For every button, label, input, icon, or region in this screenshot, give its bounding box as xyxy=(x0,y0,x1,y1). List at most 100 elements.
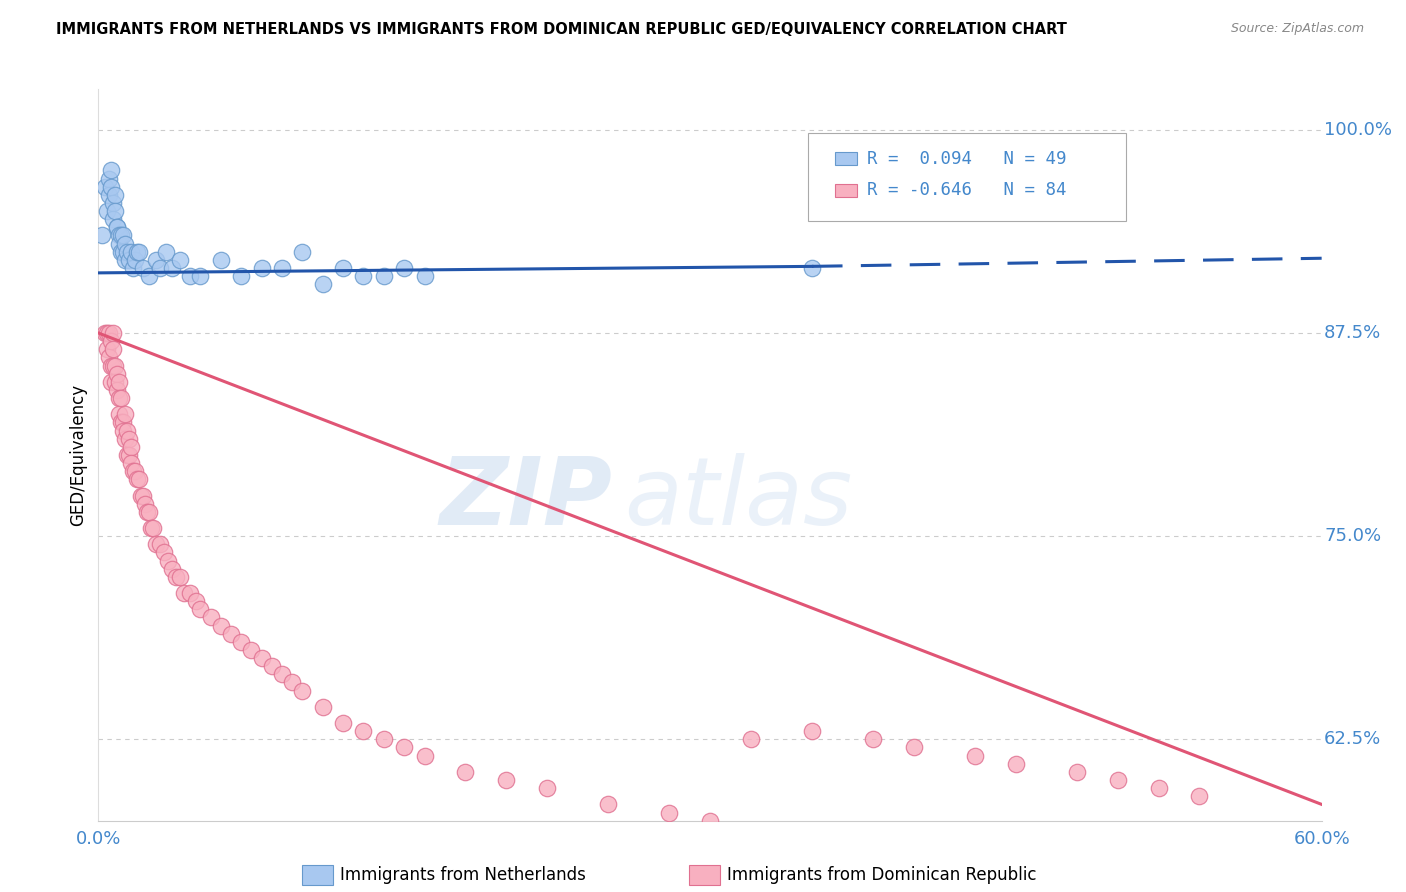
Point xyxy=(169,252,191,267)
Point xyxy=(179,269,201,284)
Point xyxy=(165,570,187,584)
Point xyxy=(118,432,141,446)
Point xyxy=(128,472,150,486)
Point xyxy=(173,586,195,600)
Point xyxy=(134,497,156,511)
Point xyxy=(186,594,208,608)
Point xyxy=(291,683,314,698)
Point xyxy=(965,748,987,763)
Point xyxy=(114,252,136,267)
Point xyxy=(111,244,134,259)
Point xyxy=(200,610,222,624)
Point xyxy=(122,260,145,275)
Point xyxy=(118,448,141,462)
Point xyxy=(100,163,122,178)
Point xyxy=(96,204,118,219)
Point xyxy=(114,407,136,421)
Point xyxy=(1004,756,1026,771)
Point xyxy=(108,236,131,251)
Point xyxy=(1188,789,1211,804)
Text: Immigrants from Netherlands: Immigrants from Netherlands xyxy=(340,866,586,884)
Point xyxy=(100,334,122,348)
Point xyxy=(110,391,132,405)
Point xyxy=(132,260,155,275)
Point xyxy=(122,464,145,478)
Text: Source: ZipAtlas.com: Source: ZipAtlas.com xyxy=(1230,22,1364,36)
Point xyxy=(658,805,681,820)
Point xyxy=(136,505,159,519)
Point xyxy=(105,367,128,381)
FancyBboxPatch shape xyxy=(835,184,856,197)
Point xyxy=(101,196,124,211)
Point xyxy=(97,326,120,340)
Text: IMMIGRANTS FROM NETHERLANDS VS IMMIGRANTS FROM DOMINICAN REPUBLIC GED/EQUIVALENC: IMMIGRANTS FROM NETHERLANDS VS IMMIGRANT… xyxy=(56,22,1067,37)
Point xyxy=(801,260,824,275)
Point xyxy=(270,260,294,275)
Point xyxy=(250,651,273,665)
Point xyxy=(141,521,163,535)
Point xyxy=(312,277,335,292)
Point xyxy=(97,187,120,202)
Point xyxy=(111,228,134,243)
Point xyxy=(240,643,263,657)
Point xyxy=(124,464,146,478)
Point xyxy=(536,781,558,796)
Point xyxy=(413,269,436,284)
Point xyxy=(96,343,118,357)
Point xyxy=(120,440,142,454)
Point xyxy=(101,343,124,357)
Point xyxy=(115,424,138,438)
Text: 62.5%: 62.5% xyxy=(1324,731,1381,748)
Point xyxy=(373,269,395,284)
Point xyxy=(105,383,128,397)
Point xyxy=(93,179,115,194)
Point xyxy=(111,424,134,438)
Point xyxy=(352,724,374,739)
Point xyxy=(93,326,115,340)
Point xyxy=(111,416,134,430)
Point xyxy=(699,814,721,828)
Point xyxy=(862,732,884,747)
Point xyxy=(740,732,762,747)
Point xyxy=(231,269,253,284)
Point xyxy=(115,244,138,259)
Point xyxy=(97,351,120,365)
Point xyxy=(105,220,128,235)
Text: atlas: atlas xyxy=(624,453,852,544)
Point xyxy=(114,236,136,251)
Point xyxy=(101,212,124,227)
Text: 75.0%: 75.0% xyxy=(1324,527,1381,545)
Point xyxy=(101,326,124,340)
Point xyxy=(97,171,120,186)
Point xyxy=(1147,781,1170,796)
Point xyxy=(332,716,354,731)
Point xyxy=(114,432,136,446)
Text: 87.5%: 87.5% xyxy=(1324,324,1381,342)
Point xyxy=(129,489,152,503)
Point xyxy=(209,252,232,267)
Point xyxy=(454,764,477,779)
Point xyxy=(138,269,160,284)
Point xyxy=(179,586,201,600)
Point xyxy=(96,326,118,340)
Point xyxy=(145,252,167,267)
Point xyxy=(352,269,374,284)
Point xyxy=(1107,772,1129,787)
Point xyxy=(291,244,314,259)
Point xyxy=(110,244,132,259)
Y-axis label: GED/Equivalency: GED/Equivalency xyxy=(69,384,87,526)
Point xyxy=(104,375,127,389)
Point xyxy=(91,228,114,243)
Point xyxy=(110,416,132,430)
Point xyxy=(598,797,620,812)
Point xyxy=(128,244,150,259)
Point xyxy=(392,740,416,755)
Point xyxy=(104,359,127,373)
Point xyxy=(260,659,283,673)
Point xyxy=(801,724,824,739)
Point xyxy=(100,359,122,373)
Point xyxy=(108,375,131,389)
Point xyxy=(138,505,160,519)
Point xyxy=(312,699,335,714)
Point xyxy=(124,252,146,267)
